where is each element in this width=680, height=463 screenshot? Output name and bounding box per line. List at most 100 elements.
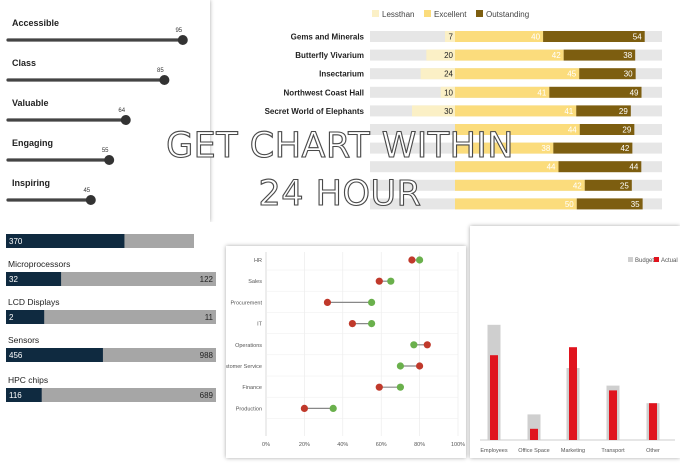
category-label: Sales [248, 279, 262, 285]
bar-excellent [455, 161, 559, 173]
category-label: Procurement [231, 300, 263, 306]
x-tick-label: 80% [414, 442, 425, 448]
bar-actual [649, 403, 657, 440]
category-label: Gems and Minerals [291, 33, 365, 42]
dumbbell-panel: 0% 20% 40% 60% 80% 100% HR Sales Procurement IT Op… [218, 246, 466, 458]
bar-outstanding [549, 86, 642, 98]
progress-fill [6, 388, 42, 402]
progress-value: 2 [9, 313, 14, 322]
category-label: Employees [480, 448, 507, 454]
data-label-excellent: 44 [568, 126, 577, 135]
data-label-excellent: 41 [537, 88, 546, 97]
data-label-outstanding: 25 [620, 181, 629, 190]
stacked-bar-chart: Lessthan Excellent Outstanding Gems and Min… [265, 10, 662, 210]
data-label-outstanding: 49 [630, 88, 639, 97]
category-label: Marketing [561, 448, 585, 454]
slider-value-label: 55 [102, 148, 109, 154]
dumbbell-point-green [416, 256, 424, 264]
budget-actual-chart: Budget Actual Employees Office Space Marketi… [480, 257, 678, 454]
category-label: Finance [242, 385, 262, 391]
dumbbell-chart: 0% 20% 40% 60% 80% 100% HR Sales Procurement IT Op… [218, 252, 465, 448]
x-tick-label: 100% [451, 442, 465, 448]
category-label: Butterfly Vivarium [295, 51, 364, 60]
dumbbell-point-green [396, 362, 404, 370]
legend-swatch [654, 257, 659, 262]
bar-outstanding [576, 198, 643, 210]
bar-lessthan [440, 86, 455, 98]
data-label-excellent: 38 [541, 144, 550, 153]
progress-value: 456 [9, 351, 23, 360]
slider-value-label: 45 [83, 188, 90, 194]
bar-excellent [455, 198, 577, 210]
slider-value-label: 95 [175, 28, 182, 34]
slider-knob [177, 35, 188, 45]
dumbbell-point-red [300, 404, 308, 412]
stacked-bar-panel: Lessthan Excellent Outstanding Gems and Min… [222, 0, 680, 222]
category-label: Transport [601, 448, 625, 454]
x-tick-label: 20% [299, 442, 310, 448]
bar-excellent [455, 68, 580, 80]
progress-fill [6, 272, 62, 286]
data-label-excellent: 45 [567, 70, 576, 79]
dumbbell-point-green [368, 298, 376, 306]
category-label: Northwest Coast Hall [284, 88, 364, 97]
category-label: Insectarium [319, 70, 364, 79]
category-label: Secret World of Elephants [265, 107, 365, 116]
progress-value: 370 [9, 237, 23, 246]
budget-actual-panel: Budget Actual Employees Office Space Marketi… [470, 226, 680, 458]
bar-outstanding [543, 31, 645, 42]
bar-excellent [455, 105, 577, 117]
category-label: Customer Service [226, 364, 262, 370]
bar-actual [569, 347, 577, 440]
bar-excellent [455, 124, 580, 135]
dumbbell-point-red [416, 362, 424, 370]
data-label-excellent: 42 [573, 181, 582, 190]
dumbbell-point-green [410, 341, 418, 349]
slider-label: Inspiring [12, 178, 50, 188]
slider-label: Valuable [12, 98, 49, 108]
bar-lessthan [420, 68, 455, 80]
progress-max: 988 [200, 351, 214, 360]
slider-label: Accessible [12, 18, 59, 28]
slider-label: Engaging [12, 138, 53, 148]
legend-label: Outstanding [486, 10, 529, 19]
progress-track [6, 388, 216, 402]
bar-outstanding [579, 68, 636, 80]
dumbbell-point-red [423, 341, 431, 349]
progress-max: 11 [205, 313, 214, 322]
dumbbell-point-red [408, 256, 416, 264]
legend-swatch [628, 257, 633, 262]
data-label-lessthan: 20 [444, 51, 453, 60]
bar-excellent [455, 179, 585, 191]
data-label-outstanding: 54 [633, 33, 642, 42]
slider-label: Class [12, 58, 36, 68]
category-label: Other [646, 448, 660, 454]
dumbbell-point-green [329, 404, 337, 412]
bar-outstanding [558, 161, 642, 173]
dumbbell-point-green [368, 320, 376, 328]
x-tick-label: 40% [337, 442, 348, 448]
bar-excellent [455, 31, 544, 42]
progress-label: Microprocessors [8, 259, 70, 269]
data-label-outstanding: 44 [629, 163, 638, 172]
data-label-outstanding: 35 [631, 200, 640, 209]
data-label-excellent: 42 [552, 51, 561, 60]
data-label-excellent: 41 [564, 107, 573, 116]
data-label-excellent: 40 [531, 33, 540, 42]
progress-label: LCD Displays [8, 297, 60, 307]
bar-outstanding [563, 49, 636, 61]
data-label-lessthan: 10 [444, 88, 453, 97]
data-label-lessthan: 30 [444, 107, 453, 116]
progress-max: 122 [200, 275, 214, 284]
progress-track [6, 310, 216, 324]
category-label: IT [257, 322, 263, 328]
bar-actual [530, 428, 538, 440]
slider-chart: Accessible 95 Class 85 Valuable 64 Engaging 55 I… [6, 18, 188, 205]
category-label: Production [236, 406, 262, 412]
bar-outstanding [553, 142, 633, 154]
data-label-outstanding: 29 [622, 126, 631, 135]
progress-label: Sensors [8, 335, 39, 345]
dumbbell-point-green [387, 277, 395, 285]
bar-excellent [455, 86, 550, 98]
x-tick-label: 60% [376, 442, 387, 448]
